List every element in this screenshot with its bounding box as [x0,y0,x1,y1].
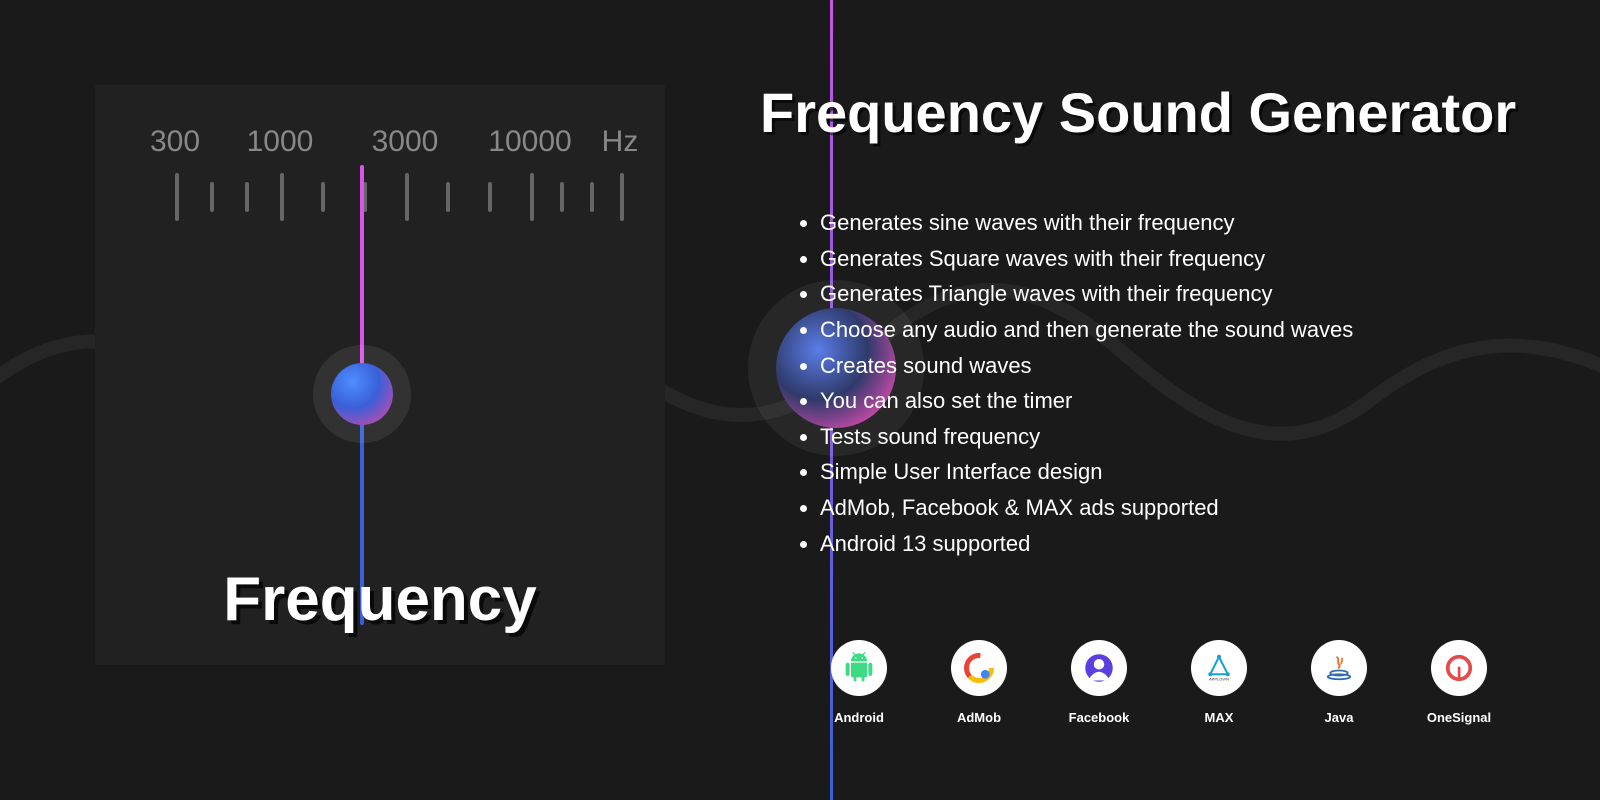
feature-item: Simple User Interface design [820,454,1560,490]
android-icon [831,640,887,696]
feature-item: Generates Square waves with their freque… [820,241,1560,277]
admob-icon [951,640,1007,696]
ruler-tick [590,182,594,212]
tech-item-facebook: Facebook [1060,640,1138,725]
ruler-label: 300 [150,125,200,159]
feature-item: Generates Triangle waves with their freq… [820,276,1560,312]
tech-label: Java [1325,710,1354,725]
audience-icon [1071,640,1127,696]
tech-item-onesignal: OneSignal [1420,640,1498,725]
ruler-tick [321,182,325,212]
ruler-tick [405,173,409,221]
frequency-ruler: 300 1000 3000 10000 Hz [135,125,640,233]
tech-item-android: Android [820,640,898,725]
java-icon [1311,640,1367,696]
feature-item: Android 13 supported [820,526,1560,562]
ruler-label: 1000 [247,125,314,159]
feature-list: Generates sine waves with their frequenc… [820,205,1560,561]
ruler-tick [245,182,249,212]
svg-text:APPLOVIN: APPLOVIN [1209,677,1229,682]
feature-item: Creates sound waves [820,348,1560,384]
ruler-tick [620,173,624,221]
content-column: Frequency Sound Generator Generates sine… [760,80,1560,561]
frequency-card: 300 1000 3000 10000 Hz Frequency [95,85,665,665]
tech-item-admob: AdMob [940,640,1018,725]
feature-item: You can also set the timer [820,383,1560,419]
tech-item-java: Java [1300,640,1378,725]
feature-item: AdMob, Facebook & MAX ads supported [820,490,1560,526]
page-title: Frequency Sound Generator [760,80,1560,145]
ruler-tick [210,182,214,212]
tech-label: OneSignal [1427,710,1491,725]
ruler-label: Hz [602,125,639,159]
ruler-tick [175,173,179,221]
onesignal-icon [1431,640,1487,696]
card-title: Frequency [95,564,665,635]
feature-item: Tests sound frequency [820,419,1560,455]
tech-label: MAX [1205,710,1234,725]
ruler-tick [488,182,492,212]
tech-label: Android [834,710,884,725]
ruler-tick [446,182,450,212]
tech-item-max: APPLOVIN MAX [1180,640,1258,725]
ruler-tick [530,173,534,221]
ruler-label: 3000 [372,125,439,159]
feature-item: Generates sine waves with their frequenc… [820,205,1560,241]
tech-label: Facebook [1069,710,1130,725]
applovin-icon: APPLOVIN [1191,640,1247,696]
ruler-tick [280,173,284,221]
ruler-label: 10000 [488,125,571,159]
ruler-tick [560,182,564,212]
tech-label: AdMob [957,710,1001,725]
frequency-slider-knob[interactable] [331,363,393,425]
tech-badge-row: Android AdMob Facebook APPLOVIN MAX Java OneSi… [820,640,1498,725]
feature-item: Choose any audio and then generate the s… [820,312,1560,348]
